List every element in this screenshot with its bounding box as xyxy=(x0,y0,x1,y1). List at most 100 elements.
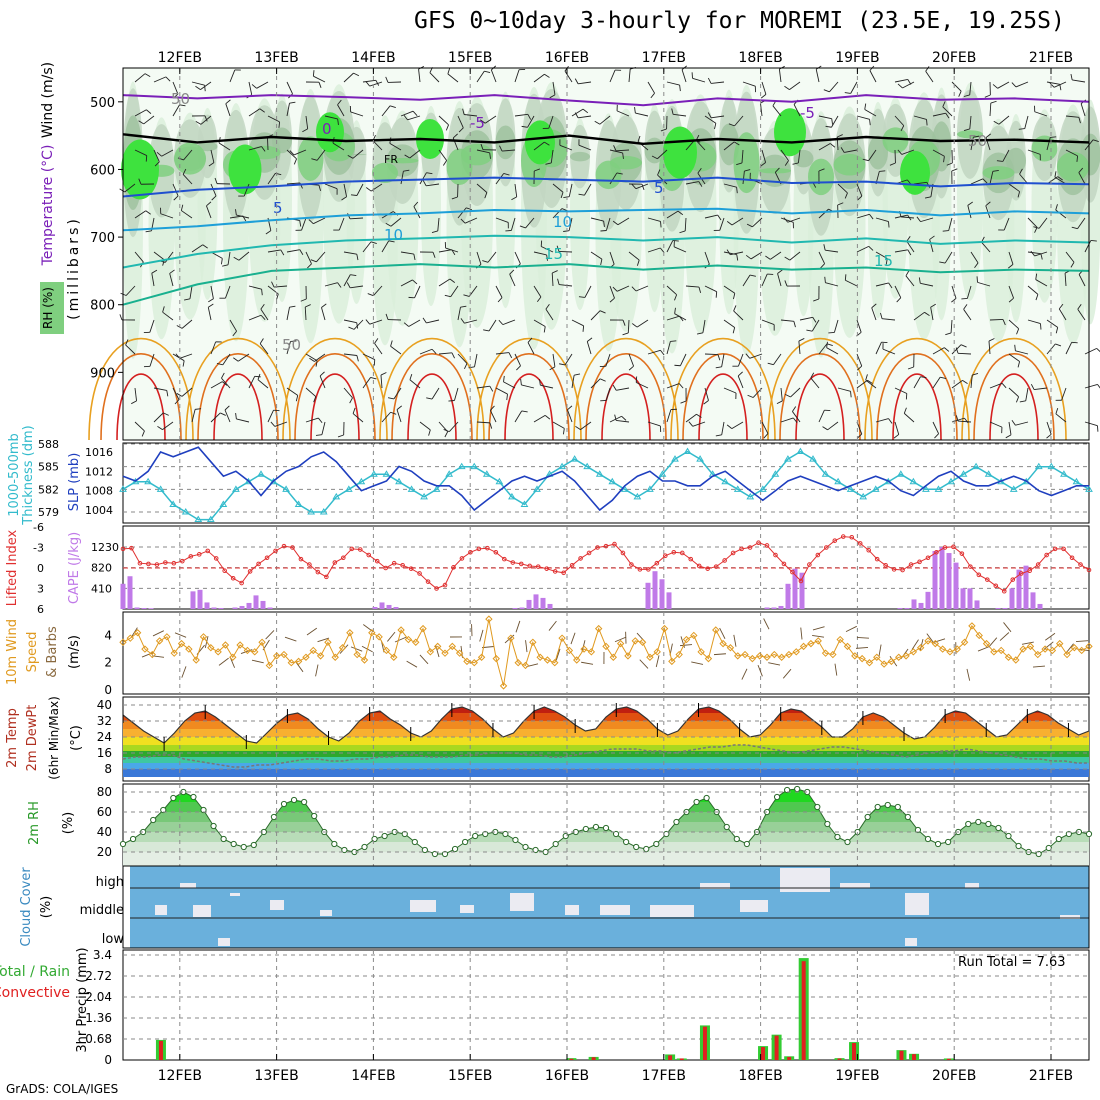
wind-barb xyxy=(913,181,927,185)
wind-speed-point xyxy=(565,646,574,655)
wind-barb xyxy=(552,270,558,274)
wind-barb xyxy=(1055,327,1059,334)
wind-barb xyxy=(381,411,391,423)
wind-barb xyxy=(818,251,826,264)
wind-speed-point xyxy=(975,631,983,640)
wind-barb xyxy=(857,433,863,439)
wind-speed-point xyxy=(646,653,654,661)
wind-barb xyxy=(761,421,769,434)
precip-tick: 2.72 xyxy=(85,969,112,983)
wind-barb xyxy=(138,178,142,185)
wind-barb xyxy=(590,310,601,321)
wind-barb xyxy=(536,296,542,303)
wind-barb xyxy=(974,262,979,269)
wind-barb xyxy=(818,168,825,172)
wind-barb xyxy=(251,84,257,89)
wind-tick: 4 xyxy=(104,628,112,642)
thickness-point xyxy=(658,470,667,477)
wind-speed-point xyxy=(507,634,515,642)
wind-barb xyxy=(1002,149,1010,162)
wind-barb xyxy=(1008,387,1019,398)
wind-barb xyxy=(1071,226,1078,230)
li-point xyxy=(722,558,727,563)
precip-conv-bar xyxy=(591,1057,596,1060)
wind-barb xyxy=(304,306,307,321)
contour-label: 10 xyxy=(384,226,403,244)
wind-barb xyxy=(622,319,626,326)
wind-barb xyxy=(169,273,174,287)
wind-barb xyxy=(365,187,372,192)
wind-barb xyxy=(164,251,174,263)
wind-barb xyxy=(483,329,490,332)
wind-barb xyxy=(789,251,801,261)
li-point xyxy=(264,555,270,561)
wind-barb xyxy=(792,411,801,423)
wind-barb xyxy=(1046,319,1058,328)
wind-barb xyxy=(1002,319,1006,326)
rh-point xyxy=(210,822,217,830)
x-tick-label-top: 13FEB xyxy=(254,50,298,66)
thickness-point xyxy=(382,470,391,477)
wind-barb xyxy=(704,387,709,401)
wind-barb xyxy=(318,185,322,192)
li-point xyxy=(917,559,922,565)
wind-barb xyxy=(552,353,556,367)
wind-barb xyxy=(907,249,912,256)
wind-barb xyxy=(704,353,719,356)
contour-label: 5 xyxy=(273,199,283,217)
wind-barb xyxy=(1040,253,1043,260)
li-point xyxy=(239,580,244,586)
wind-barb xyxy=(564,353,573,366)
li-point xyxy=(959,551,965,556)
wind-barb xyxy=(162,311,174,321)
wind-barb xyxy=(609,285,615,299)
li-point xyxy=(569,562,575,568)
wind-barb xyxy=(307,263,312,269)
wind-barb xyxy=(125,339,129,346)
wind-barb xyxy=(745,254,752,260)
wind-barb xyxy=(176,393,183,397)
rh-point xyxy=(814,803,821,811)
wind-barb xyxy=(559,363,566,366)
wind-speed-point xyxy=(485,615,493,623)
rh-shade xyxy=(808,158,834,196)
wind-barb xyxy=(930,303,937,308)
li-point xyxy=(552,569,558,574)
wind-barb xyxy=(793,417,798,423)
wind-barb xyxy=(1059,84,1062,91)
cloud-label-high: high xyxy=(96,875,124,890)
cape-bar xyxy=(190,591,196,609)
wind-barb xyxy=(692,77,706,83)
wind-barb xyxy=(312,70,315,77)
wind-barb xyxy=(888,221,890,228)
wind-barb xyxy=(1054,171,1057,178)
wind-barb xyxy=(1018,128,1025,130)
rh-point xyxy=(784,786,791,794)
wind-barb xyxy=(400,110,414,117)
wind-barb xyxy=(390,340,393,347)
wind-barb xyxy=(882,348,896,355)
wind-barb xyxy=(413,206,421,219)
wind-barb xyxy=(897,83,903,89)
wind-barb xyxy=(973,135,980,138)
wind-barb xyxy=(897,149,903,155)
rh-point xyxy=(381,832,388,840)
wind-barb xyxy=(484,115,497,124)
ylabel-ms: (m/s) xyxy=(67,635,82,669)
wind-barb xyxy=(868,246,874,251)
rh-point xyxy=(894,803,901,811)
temp-contour-warm xyxy=(989,373,1039,441)
rh-high-shade xyxy=(316,112,344,153)
wind-barb xyxy=(341,196,347,201)
wind-barb xyxy=(343,274,351,287)
y-tick-label: 900 xyxy=(90,366,115,381)
wind-barb xyxy=(289,305,296,308)
wind-barb xyxy=(760,103,763,117)
wind-barb xyxy=(963,94,970,97)
wind-barb xyxy=(798,341,801,355)
cloud-block xyxy=(905,938,917,946)
cape-bar xyxy=(540,597,546,609)
wind-barb xyxy=(916,216,921,222)
wind-barb xyxy=(888,282,893,289)
contour-label: 50 xyxy=(282,336,301,354)
